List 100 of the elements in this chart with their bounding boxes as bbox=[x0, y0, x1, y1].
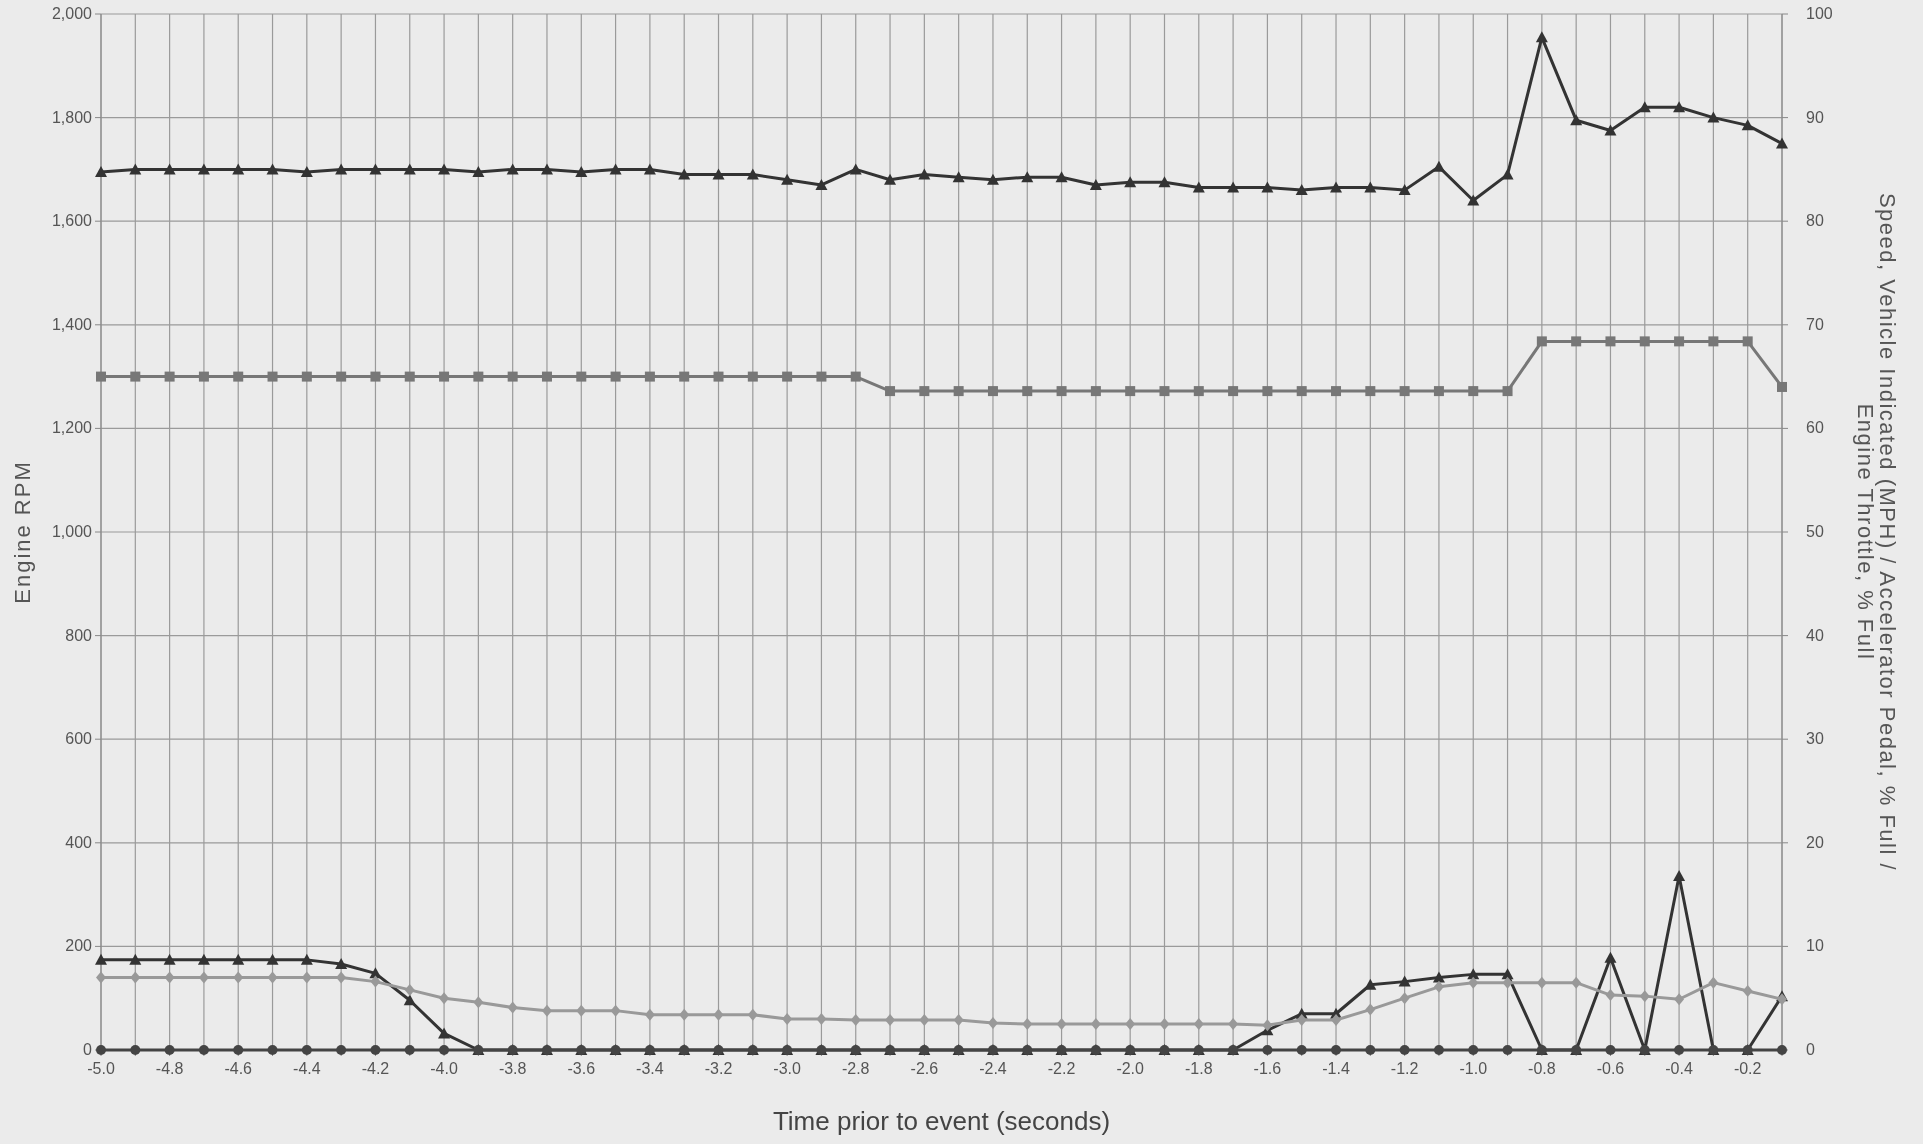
point bbox=[439, 1045, 450, 1055]
point bbox=[1673, 101, 1686, 113]
point bbox=[1776, 137, 1788, 149]
x-tick-label: -4.8 bbox=[155, 1060, 184, 1077]
y2-axis-title: Speed, Vehicle Indicated (MPH) / Accelerator Pedal, % Full / Engine Throttle, % Full bbox=[1853, 192, 1900, 872]
point bbox=[335, 163, 348, 175]
point bbox=[1570, 114, 1583, 126]
point bbox=[233, 371, 244, 382]
point bbox=[1399, 992, 1410, 1005]
point bbox=[301, 371, 312, 382]
point bbox=[1468, 1045, 1479, 1055]
point bbox=[1261, 181, 1274, 193]
point bbox=[782, 371, 793, 382]
point bbox=[1605, 1045, 1616, 1055]
point bbox=[369, 163, 382, 175]
point bbox=[404, 983, 415, 996]
point bbox=[919, 1013, 930, 1026]
point bbox=[507, 1001, 518, 1014]
point bbox=[849, 163, 862, 175]
y-tick-label: 400 bbox=[65, 833, 93, 851]
point bbox=[1777, 381, 1787, 392]
point bbox=[1056, 1018, 1067, 1031]
point bbox=[576, 371, 587, 382]
point bbox=[1193, 386, 1204, 397]
point bbox=[1296, 1013, 1307, 1026]
point bbox=[1192, 181, 1205, 193]
point bbox=[1295, 184, 1308, 196]
point bbox=[266, 163, 279, 175]
x-tick-label: -2.4 bbox=[979, 1060, 1007, 1077]
point bbox=[1674, 993, 1685, 1006]
point bbox=[1399, 1045, 1410, 1055]
point bbox=[301, 1045, 312, 1055]
point bbox=[473, 996, 484, 1009]
point bbox=[1159, 1018, 1170, 1031]
point bbox=[1021, 171, 1034, 183]
x-tick-label: -2.6 bbox=[910, 1060, 939, 1077]
point bbox=[952, 171, 965, 183]
point bbox=[1571, 976, 1582, 989]
point bbox=[1365, 1045, 1376, 1055]
x-tick-label: -1.0 bbox=[1459, 1060, 1488, 1077]
point bbox=[816, 1012, 827, 1025]
point bbox=[1365, 386, 1376, 397]
point bbox=[1365, 1003, 1376, 1016]
point bbox=[816, 371, 827, 382]
x-axis-title: Time prior to event (seconds) bbox=[772, 1106, 1111, 1136]
point bbox=[610, 1004, 621, 1017]
point bbox=[439, 992, 450, 1005]
point bbox=[1638, 101, 1651, 113]
point bbox=[1262, 1045, 1273, 1055]
x-tick-label: -1.8 bbox=[1185, 1060, 1213, 1077]
x-tick-label: -1.2 bbox=[1390, 1060, 1419, 1077]
y-tick-label: 200 bbox=[65, 937, 93, 955]
x-tick-label: -4.4 bbox=[293, 1060, 321, 1077]
point bbox=[1331, 1045, 1342, 1055]
point bbox=[163, 953, 176, 965]
point bbox=[336, 371, 347, 382]
point bbox=[1398, 975, 1411, 987]
point bbox=[575, 165, 588, 177]
y2-tick-label: 80 bbox=[1806, 212, 1824, 230]
point bbox=[1502, 976, 1513, 989]
x-tick-label: -3.0 bbox=[773, 1060, 802, 1077]
x-tick-label: -2.8 bbox=[841, 1060, 870, 1077]
point bbox=[96, 371, 106, 382]
y2-tick-label: 100 bbox=[1806, 5, 1833, 22]
point bbox=[1741, 119, 1754, 131]
x-tick-label: -0.8 bbox=[1528, 1060, 1556, 1077]
point bbox=[438, 163, 451, 175]
point bbox=[403, 994, 416, 1006]
point bbox=[1433, 1045, 1444, 1055]
point bbox=[370, 1045, 381, 1055]
point bbox=[1022, 386, 1033, 397]
point bbox=[1673, 869, 1686, 881]
x-tick-label: -4.0 bbox=[430, 1060, 458, 1077]
point bbox=[439, 371, 450, 382]
y-tick-label: 1,600 bbox=[51, 212, 93, 230]
point bbox=[1639, 336, 1650, 347]
point bbox=[1535, 31, 1548, 43]
point bbox=[1262, 1019, 1273, 1032]
point bbox=[1502, 1045, 1513, 1055]
y2-tick-label: 70 bbox=[1806, 315, 1824, 333]
point bbox=[541, 371, 552, 382]
point bbox=[267, 1045, 278, 1055]
y2-tick-label: 40 bbox=[1806, 626, 1824, 644]
point bbox=[987, 386, 998, 397]
point bbox=[1571, 336, 1582, 347]
point bbox=[1124, 176, 1137, 188]
point bbox=[986, 173, 999, 185]
point bbox=[678, 168, 691, 180]
point bbox=[540, 163, 553, 175]
point bbox=[679, 371, 690, 382]
y-tick-label: 1,800 bbox=[51, 108, 93, 126]
point bbox=[1227, 181, 1240, 193]
point bbox=[1056, 386, 1067, 397]
point bbox=[1125, 386, 1136, 397]
point bbox=[610, 371, 621, 382]
x-tick-label: -4.2 bbox=[361, 1060, 390, 1077]
point bbox=[1159, 386, 1170, 397]
y-tick-label: 1,200 bbox=[51, 419, 93, 437]
point bbox=[1604, 124, 1617, 136]
point bbox=[336, 1045, 347, 1055]
